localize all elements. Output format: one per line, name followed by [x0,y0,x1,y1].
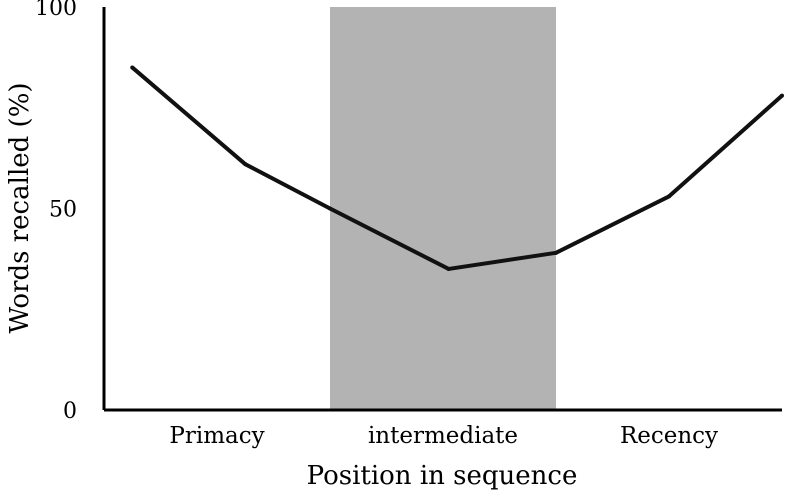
data-point [780,93,784,98]
x-axis-title: Position in sequence [307,461,578,491]
data-point [554,250,558,255]
x-category-label: intermediate [368,423,518,449]
y-tick-label: 50 [49,198,77,223]
y-axis-title: Words recalled (%) [5,82,35,333]
y-tick-label: 0 [63,399,77,424]
y-tick-label: 100 [35,0,77,21]
shaded-region [330,7,556,410]
data-point [328,206,332,211]
data-point [667,194,671,199]
data-point [130,65,135,70]
data-point [243,162,248,167]
x-category-label: Recency [620,423,718,449]
x-category-label: Primacy [169,423,264,449]
data-point [446,266,451,271]
